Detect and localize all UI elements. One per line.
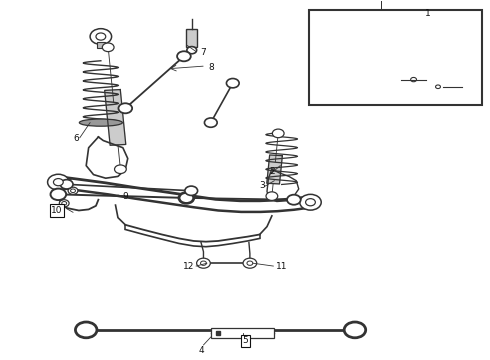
Bar: [186, 29, 197, 47]
Circle shape: [102, 43, 114, 51]
Circle shape: [48, 174, 69, 190]
Circle shape: [62, 202, 67, 205]
Circle shape: [243, 258, 257, 268]
Circle shape: [96, 33, 106, 40]
Circle shape: [272, 129, 284, 138]
Text: 9: 9: [122, 192, 128, 201]
Text: 2: 2: [269, 167, 275, 176]
Polygon shape: [362, 41, 422, 83]
Polygon shape: [267, 155, 282, 184]
Circle shape: [306, 199, 316, 206]
Circle shape: [75, 322, 97, 338]
Circle shape: [204, 118, 217, 127]
Circle shape: [247, 261, 253, 265]
Circle shape: [226, 78, 239, 88]
Circle shape: [266, 192, 278, 201]
Text: 11: 11: [276, 262, 288, 271]
Text: 4: 4: [198, 346, 204, 355]
Circle shape: [185, 186, 197, 195]
Bar: [309, 10, 482, 105]
Text: 6: 6: [74, 134, 79, 143]
Text: 7: 7: [200, 48, 206, 57]
Circle shape: [433, 83, 443, 90]
Ellipse shape: [79, 119, 122, 126]
Circle shape: [344, 322, 366, 338]
Text: 3: 3: [259, 181, 265, 190]
Circle shape: [68, 187, 78, 194]
Text: 10: 10: [51, 206, 63, 215]
Text: 8: 8: [208, 63, 214, 72]
Circle shape: [300, 194, 321, 210]
Circle shape: [53, 179, 63, 186]
Circle shape: [327, 20, 339, 28]
Circle shape: [50, 189, 66, 200]
Circle shape: [60, 180, 73, 189]
Bar: [97, 41, 105, 48]
Bar: [211, 328, 274, 338]
Circle shape: [71, 189, 75, 193]
Circle shape: [90, 29, 112, 44]
Polygon shape: [105, 90, 126, 145]
Text: 5: 5: [242, 336, 248, 345]
Circle shape: [178, 192, 194, 204]
Circle shape: [115, 165, 126, 174]
Circle shape: [196, 258, 210, 268]
Circle shape: [187, 46, 196, 54]
Circle shape: [411, 77, 416, 82]
Circle shape: [287, 195, 301, 205]
Circle shape: [200, 261, 206, 265]
Circle shape: [59, 200, 69, 207]
Circle shape: [119, 103, 132, 113]
Circle shape: [436, 85, 441, 89]
Circle shape: [430, 86, 441, 95]
Circle shape: [179, 193, 193, 203]
Circle shape: [177, 51, 191, 61]
Circle shape: [407, 75, 420, 84]
Text: 1: 1: [425, 9, 431, 18]
Text: 12: 12: [183, 262, 195, 271]
